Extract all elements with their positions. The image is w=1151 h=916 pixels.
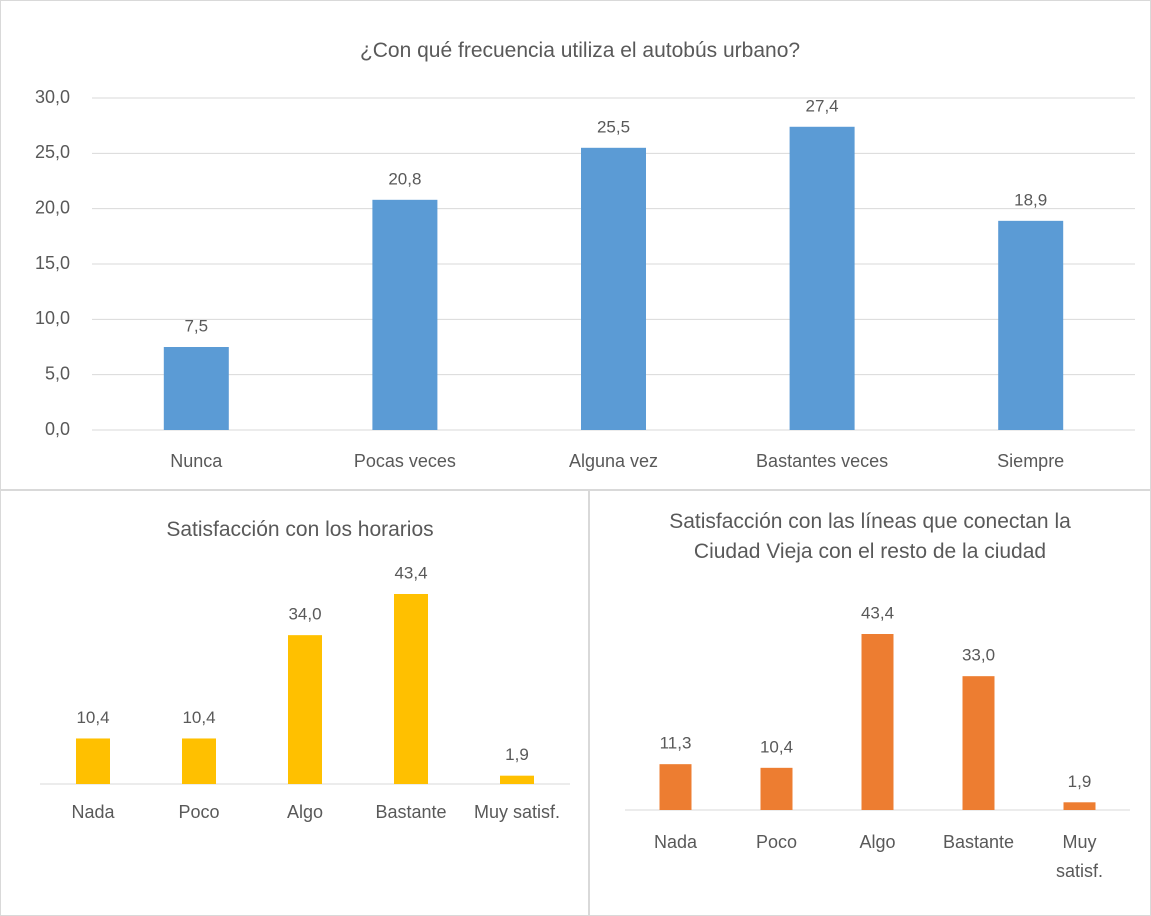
y-tick-label: 15,0 <box>35 253 70 273</box>
y-tick-label: 20,0 <box>35 197 70 217</box>
bar <box>861 634 894 810</box>
bar <box>163 347 229 430</box>
bar <box>288 635 322 784</box>
x-tick-label: Pocas veces <box>354 451 456 471</box>
bar <box>789 126 855 431</box>
chart-title: Satisfacción con las líneas que conectan… <box>669 510 1071 563</box>
data-label: 7,5 <box>184 316 208 335</box>
x-tick-label: Poco <box>178 802 219 822</box>
data-label: 33,0 <box>962 646 995 665</box>
data-label: 18,9 <box>1014 190 1047 209</box>
bar <box>760 767 793 810</box>
bar <box>182 738 216 784</box>
data-label: 27,4 <box>806 96 839 115</box>
bar <box>1063 802 1096 810</box>
x-tick-label: Algo <box>287 802 323 822</box>
x-tick-label: Algo <box>859 832 895 852</box>
data-label: 34,0 <box>288 605 321 624</box>
x-tick-label: Bastante <box>943 832 1014 852</box>
x-tick-label: Poco <box>756 832 797 852</box>
data-label: 43,4 <box>394 563 427 582</box>
bar <box>76 738 110 784</box>
x-tick-label: Nada <box>654 832 698 852</box>
y-tick-label: 25,0 <box>35 142 70 162</box>
y-tick-label: 10,0 <box>35 308 70 328</box>
data-label: 25,5 <box>597 117 630 136</box>
bar <box>998 220 1064 430</box>
bar <box>372 199 438 430</box>
y-tick-label: 30,0 <box>35 87 70 107</box>
x-tick-label: Nada <box>71 802 115 822</box>
bar <box>394 594 428 784</box>
x-tick-label: Muy satisf. <box>474 802 560 822</box>
x-tick-label: Bastante <box>375 802 446 822</box>
bar <box>962 676 995 810</box>
x-tick-label: Bastantes veces <box>756 451 888 471</box>
data-label: 43,4 <box>861 603 894 622</box>
data-label: 10,4 <box>760 737 793 756</box>
data-label: 20,8 <box>388 169 421 188</box>
x-tick-label: Muy satisf. <box>1056 832 1103 881</box>
chart-title: ¿Con qué frecuencia utiliza el autobús u… <box>359 39 801 62</box>
y-tick-label: 0,0 <box>45 419 70 439</box>
data-label: 10,4 <box>182 708 215 727</box>
x-tick-label: Siempre <box>997 451 1064 471</box>
data-label: 1,9 <box>1068 772 1092 791</box>
data-label: 11,3 <box>660 734 692 753</box>
data-label: 1,9 <box>505 745 529 764</box>
bar <box>581 147 646 431</box>
bar <box>659 764 692 810</box>
x-tick-label: Nunca <box>170 451 223 471</box>
x-tick-label: Alguna vez <box>569 451 658 471</box>
y-tick-label: 5,0 <box>45 363 70 383</box>
chart-title: Satisfacción con los horarios <box>166 518 434 541</box>
bar <box>500 775 534 784</box>
data-label: 10,4 <box>76 708 109 727</box>
